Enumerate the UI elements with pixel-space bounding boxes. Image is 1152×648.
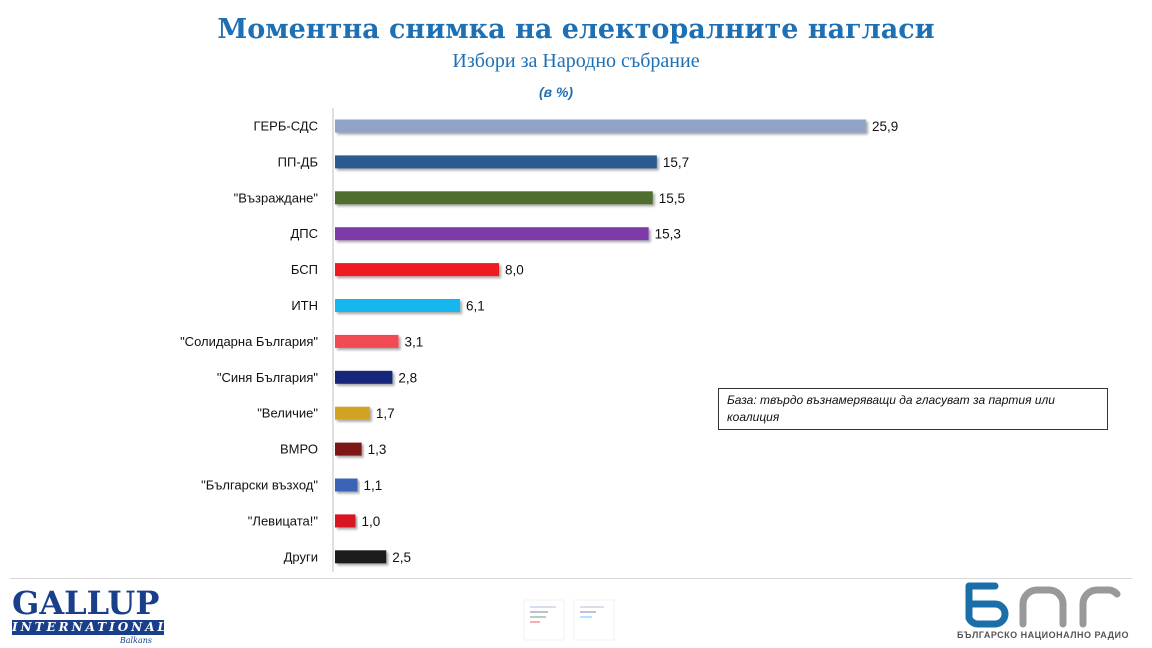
data-label: 15,7	[663, 155, 689, 170]
bar	[335, 334, 399, 348]
category-label: "Солидарна България"	[180, 334, 318, 349]
category-label: ДПС	[290, 226, 318, 241]
bar	[335, 406, 370, 420]
data-label: 6,1	[466, 299, 485, 314]
bar	[335, 227, 649, 241]
data-label: 1,1	[364, 478, 383, 493]
category-label: "Възраждане"	[234, 190, 319, 205]
data-label: 3,1	[405, 334, 424, 349]
bar	[335, 119, 866, 133]
bar	[335, 370, 393, 384]
bar	[335, 550, 387, 564]
bnr-logo-text: БЪЛГАРСКО НАЦИОНАЛНО РАДИО	[957, 630, 1129, 640]
gallup-logo: GALLUP INTERNATIONAL Balkans	[12, 586, 172, 646]
category-label: "Български възход"	[201, 478, 318, 493]
chart-title: Моментна снимка на електоралните нагласи	[217, 14, 935, 45]
data-label: 1,0	[362, 514, 381, 529]
bar	[335, 442, 362, 456]
faded-thumbnail-image	[523, 599, 615, 641]
category-label: ИТН	[291, 298, 318, 313]
gallup-logo-band: INTERNATIONAL	[12, 620, 169, 635]
category-label: ГЕРБ-СДС	[253, 119, 318, 134]
category-label: БСП	[291, 262, 318, 277]
data-label: 1,7	[376, 406, 395, 421]
chart-subtitle: Избори за Народно събрание	[452, 50, 700, 72]
bar	[335, 478, 358, 492]
bar	[335, 299, 461, 312]
bar	[335, 191, 653, 205]
data-label: 1,3	[368, 442, 387, 457]
bnr-logo-mark	[965, 582, 1121, 628]
base-note-line-2: коалиция	[727, 410, 780, 424]
data-label: 2,5	[392, 550, 411, 565]
data-label: 2,8	[398, 370, 417, 385]
category-label: "Левицата!"	[248, 513, 319, 528]
footer-divider	[10, 578, 1132, 579]
data-label: 15,3	[655, 227, 681, 242]
bar	[335, 155, 657, 169]
data-label: 8,0	[505, 263, 524, 278]
base-note-line-1: База: твърдо възнамеряващи да гласуват з…	[727, 393, 1055, 407]
data-label: 25,9	[872, 119, 898, 134]
gallup-logo-main: GALLUP	[12, 584, 160, 622]
bnr-logo: БЪЛГАРСКО НАЦИОНАЛНО РАДИО	[955, 580, 1135, 646]
category-label: ПП-ДБ	[278, 154, 318, 169]
bar	[335, 514, 356, 528]
category-label: "Синя България"	[217, 370, 319, 385]
gallup-logo-sub: Balkans	[119, 636, 152, 645]
unit-label: (в %)	[538, 84, 574, 100]
category-label: "Величие"	[257, 406, 318, 421]
base-note: База: твърдо възнамеряващи да гласуват з…	[718, 388, 1108, 430]
category-label: ВМРО	[280, 442, 318, 457]
data-label: 15,5	[659, 191, 685, 206]
category-label: Други	[284, 549, 318, 564]
bar	[335, 263, 499, 277]
